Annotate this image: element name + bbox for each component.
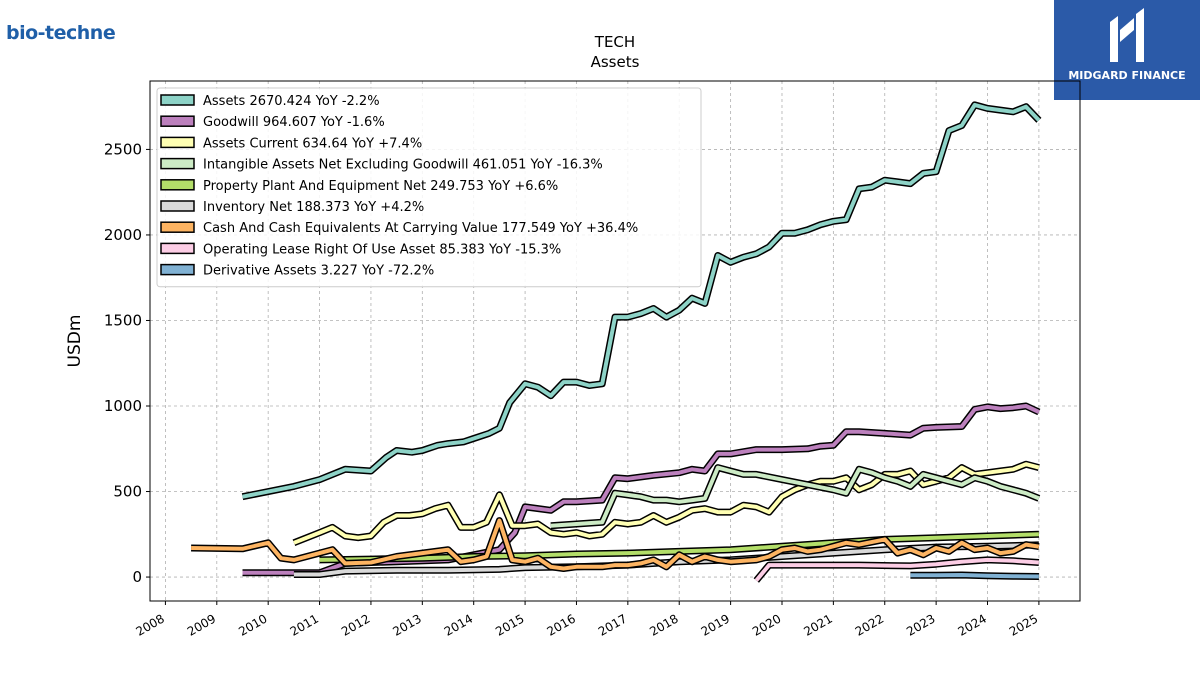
series-7 (191, 517, 1040, 572)
x-tick-label: 2021 (801, 611, 834, 638)
series-8 (753, 556, 1040, 583)
legend-entry: Property Plant And Equipment Net 249.753… (203, 179, 558, 194)
legend-swatch (160, 157, 195, 170)
y-axis: 0 500 1000 1500 2000 2500 (104, 140, 150, 586)
series-line-outline (191, 517, 1040, 572)
series-9 (910, 571, 1039, 580)
legend-box (156, 87, 702, 288)
y-tick-label: 500 (113, 483, 142, 501)
x-tick-label: 2023 (904, 611, 937, 638)
publisher-emblem-icon (1110, 8, 1144, 62)
legend: Assets 2670.424 YoY -2.2% Goodwill 964.60… (156, 87, 702, 288)
series-line (191, 518, 1040, 571)
publisher-name: MIDGARD FINANCE (1068, 69, 1186, 82)
company-logo-text: bio-techne (6, 22, 116, 44)
x-tick-label: 2020 (750, 611, 783, 638)
y-tick-label: 0 (132, 568, 142, 586)
legend-swatch (160, 94, 195, 106)
legend-swatch (160, 115, 195, 127)
legend-entry: Assets Current 634.64 YoY +7.4% (203, 136, 422, 151)
x-tick-label: 2019 (699, 611, 732, 638)
x-tick-label: 2008 (133, 611, 166, 638)
legend-swatch (160, 221, 195, 233)
x-tick-label: 2011 (288, 611, 321, 638)
x-tick-label: 2012 (339, 611, 372, 638)
legend-swatch (160, 200, 195, 212)
y-tick-label: 2000 (104, 226, 142, 244)
x-tick-label: 2014 (442, 611, 475, 638)
legend-entry: Inventory Net 188.373 YoY +4.2% (203, 200, 424, 215)
series-4 (550, 464, 1041, 530)
publisher-logo: MIDGARD FINANCE (1054, 0, 1200, 100)
series-line (550, 465, 1040, 528)
series-line (910, 573, 1039, 579)
x-tick-label: 2018 (647, 611, 680, 638)
y-axis-label: USDm (65, 315, 85, 368)
x-tick-label: 2013 (390, 611, 423, 638)
x-tick-label: 2015 (493, 611, 526, 638)
legend-entry: Intangible Assets Net Excluding Goodwill… (203, 158, 603, 173)
x-tick-label: 2025 (1007, 611, 1040, 638)
series-line (242, 102, 1041, 499)
x-tick-label: 2022 (853, 611, 886, 638)
chart-subtitle: Assets (591, 53, 640, 71)
x-tick-label: 2024 (956, 611, 989, 638)
legend-entry: Cash And Cash Equivalents At Carrying Va… (203, 221, 638, 236)
x-tick-label: 2016 (545, 611, 578, 638)
series-1 (241, 101, 1042, 501)
legend-swatch (160, 263, 195, 276)
legend-swatch (160, 136, 195, 149)
company-logo: bio-techne (6, 22, 116, 44)
x-axis: 2008 2009 2010 2011 2012 2013 2014 2015 2016 2017… (133, 601, 1040, 639)
legend-swatch (160, 179, 195, 191)
series-line (754, 557, 1040, 582)
y-tick-label: 2500 (104, 140, 142, 158)
legend-entry: Assets 2670.424 YoY -2.2% (203, 94, 380, 109)
x-tick-label: 2017 (596, 611, 629, 638)
x-tick-label: 2010 (236, 611, 269, 638)
chart-title: TECH (594, 33, 635, 51)
legend-entry: Derivative Assets 3.227 YoY -72.2% (203, 264, 434, 279)
y-tick-label: 1500 (104, 311, 142, 329)
series-layer (191, 101, 1042, 583)
legend-entry: Goodwill 964.607 YoY -1.6% (203, 115, 385, 130)
plot-frame (149, 80, 1081, 602)
legend-swatch (160, 242, 195, 255)
legend-entry: Operating Lease Right Of Use Asset 85.38… (203, 242, 561, 257)
y-tick-label: 1000 (104, 397, 142, 415)
x-tick-label: 2009 (185, 611, 218, 638)
